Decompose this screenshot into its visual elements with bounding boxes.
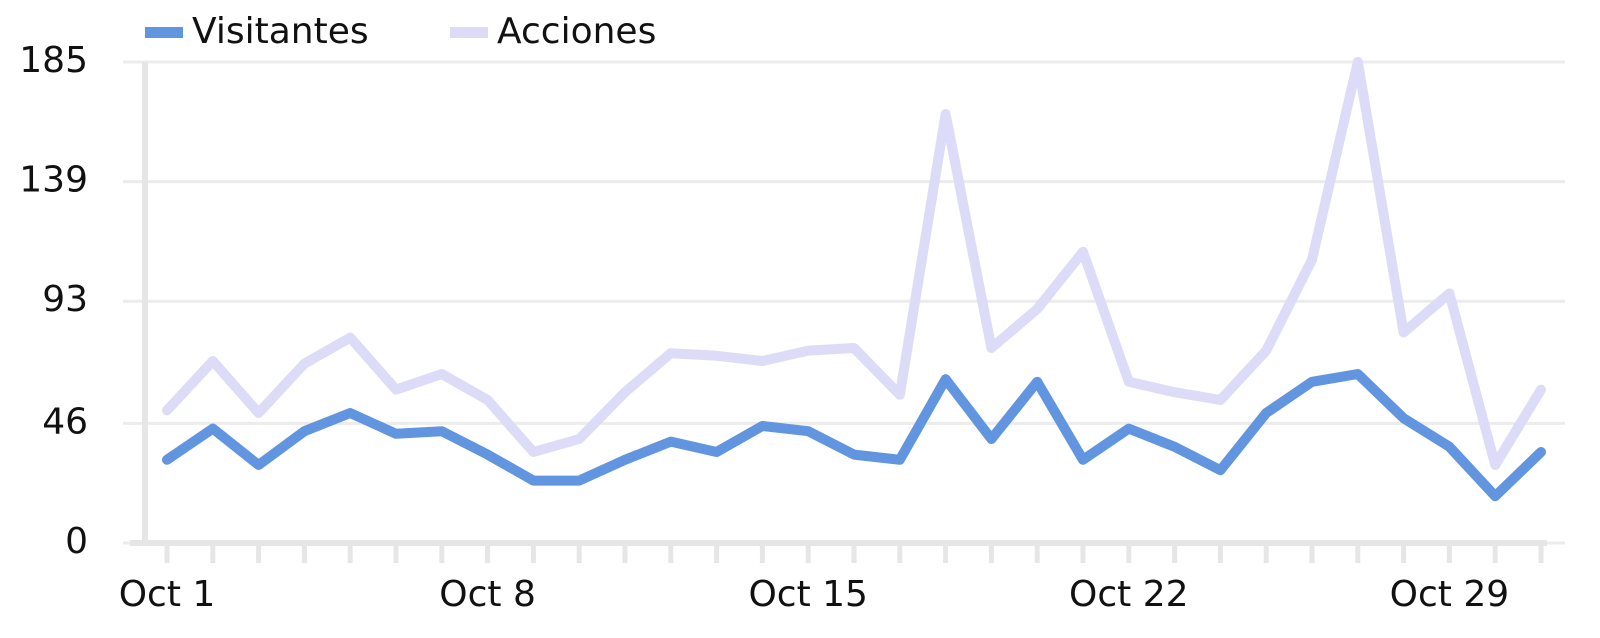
legend-swatch: [145, 27, 183, 38]
series-line: [162, 369, 1546, 502]
y-tick-label: 46: [42, 401, 88, 442]
series-line: [162, 57, 1546, 470]
y-tick-label: 93: [42, 279, 88, 320]
legend-swatch: [450, 27, 488, 38]
legend-text: Acciones: [497, 11, 656, 52]
x-tick-label: Oct 8: [439, 574, 536, 615]
y-tick-label: 185: [19, 40, 88, 81]
x-tick-label: Oct 22: [1069, 574, 1189, 615]
y-tick-label: 139: [19, 160, 88, 201]
x-tick-label: Oct 15: [748, 574, 868, 615]
y-tick-label: 0: [65, 521, 88, 562]
x-tick-label: Oct 29: [1390, 574, 1510, 615]
x-tick-label: Oct 1: [119, 574, 216, 615]
legend-text: Visitantes: [192, 11, 369, 52]
